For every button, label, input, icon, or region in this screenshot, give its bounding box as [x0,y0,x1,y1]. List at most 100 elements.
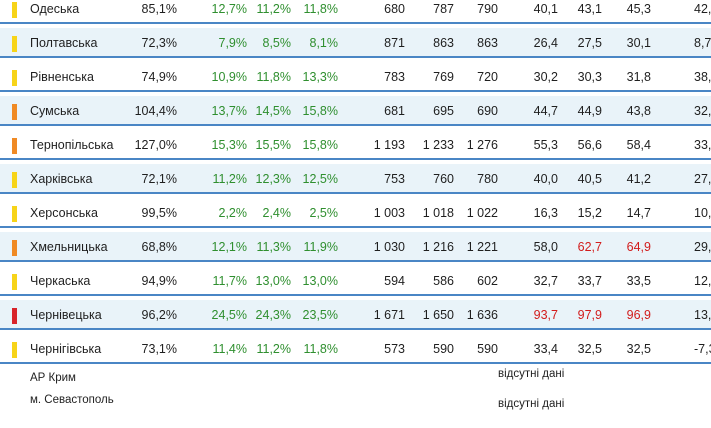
cell-c11: 42,3 [694,2,711,16]
cell-c6: 1 216 [422,240,454,254]
cell-c1: 127,0% [134,138,177,152]
indicator-yellow [12,70,17,86]
cell-c2: 12,7% [211,2,247,16]
cell-c2: 7,9% [218,36,248,50]
table-row: Хмельницька 68,8% 12,1% 11,3% 11,9% 1 030 1 21… [0,232,711,262]
cell-c2: 10,9% [211,70,247,84]
table-row: Харківська 72,1% 11,2% 12,3% 12,5% 753 760 780 4… [0,164,711,194]
table-row: Чернівецька 96,2% 24,5% 24,3% 23,5% 1 671 1 65… [0,300,711,330]
cell-c3: 11,2% [256,2,291,16]
cell-c6: 760 [433,172,454,186]
indicator-yellow [12,274,17,290]
cell-c4: 8,1% [309,36,339,50]
cell-c5: 1 030 [373,240,405,254]
cell-c6: 1 650 [422,308,454,322]
cell-c7: 863 [477,36,498,50]
cell-c3: 2,4% [262,206,292,220]
cell-c7: 1 636 [466,308,498,322]
cell-c3: 15,5% [255,138,291,152]
cell-c7: 1 276 [466,138,498,152]
cell-c4: 13,0% [302,274,338,288]
table-row: Рівненська 74,9% 10,9% 11,8% 13,3% 783 769 720 3… [0,62,711,92]
cell-c11: 32,3 [694,104,711,118]
cell-c10: 30,1 [626,36,651,50]
cell-c4: 11,9% [303,240,338,254]
cell-c5: 681 [384,104,405,118]
cell-c8: 55,3 [533,138,558,152]
cell-c11: 38,1 [694,70,711,84]
cell-c9: 62,7 [577,240,602,254]
sevastopol-no-data: відсутні дані [498,398,565,410]
cell-c5: 573 [384,342,405,356]
cell-c10: 43,8 [626,104,651,118]
cell-c2: 13,7% [211,104,247,118]
cell-c1: 96,2% [141,308,177,322]
cell-c1: 99,5% [141,206,177,220]
cell-c5: 1 193 [373,138,405,152]
table-row: Чернігівська 73,1% 11,4% 11,2% 11,8% 573 590 59… [0,334,711,364]
cell-c7: 790 [477,2,498,16]
cell-c2: 15,3% [211,138,247,152]
table-row: Тернопільська 127,0% 15,3% 15,5% 15,8% 1 193 1… [0,130,711,160]
table-row: Черкаська 94,9% 11,7% 13,0% 13,0% 594 586 602 32… [0,266,711,296]
indicator-orange [12,240,17,256]
sevastopol-label: м. Севастополь [30,394,114,406]
cell-c9: 15,2 [577,206,602,220]
cell-c2: 12,1% [211,240,247,254]
cell-c10: 31,8 [626,70,651,84]
region-name: Чернівецька [30,308,102,322]
cell-c11: 27,3 [694,172,711,186]
cell-c10: 58,4 [626,138,651,152]
region-name: Хмельницька [30,240,108,254]
cell-c10: 33,5 [626,274,651,288]
region-name: Херсонська [30,206,98,220]
cell-c6: 1 233 [422,138,454,152]
cell-c4: 15,8% [302,138,338,152]
cell-c8: 93,7 [533,308,558,322]
cell-c7: 1 022 [466,206,498,220]
cell-c1: 72,1% [141,172,177,186]
cell-c8: 32,7 [533,274,558,288]
region-name: Рівненська [30,70,94,84]
indicator-yellow [12,172,17,188]
cell-c8: 33,4 [533,342,558,356]
cell-c8: 16,3 [533,206,558,220]
region-name: Чернігівська [30,342,102,356]
indicator-yellow [12,206,17,222]
cell-c9: 33,7 [577,274,602,288]
cell-c8: 58,0 [533,240,558,254]
cell-c8: 44,7 [533,104,558,118]
cell-c2: 11,4% [212,342,247,356]
cell-c8: 40,1 [533,2,558,16]
cell-c4: 13,3% [302,70,338,84]
cell-c9: 43,1 [577,2,602,16]
cell-c11: 8,7 [694,36,711,50]
cell-c7: 1 221 [466,240,498,254]
cell-c9: 97,9 [577,308,602,322]
cell-c3: 11,2% [256,342,291,356]
cell-c9: 40,5 [577,172,602,186]
table-footer: АР Крим відсутні дані м. Севастополь від… [0,368,711,428]
cell-c6: 695 [433,104,454,118]
region-table: Одеська 85,1% 12,7% 11,2% 11,8% 680 787 790 40,1… [0,0,711,364]
indicator-orange [12,104,17,120]
cell-c6: 863 [433,36,454,50]
cell-c7: 690 [477,104,498,118]
cell-c7: 720 [477,70,498,84]
cell-c10: 14,7 [626,206,651,220]
cell-c10: 96,9 [626,308,651,322]
cell-c9: 44,9 [577,104,602,118]
cell-c3: 14,5% [255,104,291,118]
cell-c2: 2,2% [218,206,248,220]
cell-c2: 11,7% [212,274,247,288]
table-row: Сумська 104,4% 13,7% 14,5% 15,8% 681 695 690 44,… [0,96,711,126]
cell-c11: 29,9 [694,240,711,254]
crimea-no-data: відсутні дані [498,368,565,380]
cell-c8: 30,2 [533,70,558,84]
cell-c9: 30,3 [577,70,602,84]
cell-c4: 2,5% [309,206,339,220]
indicator-yellow [12,2,17,18]
cell-c8: 40,0 [533,172,558,186]
region-name: Одеська [30,2,80,16]
cell-c7: 602 [477,274,498,288]
